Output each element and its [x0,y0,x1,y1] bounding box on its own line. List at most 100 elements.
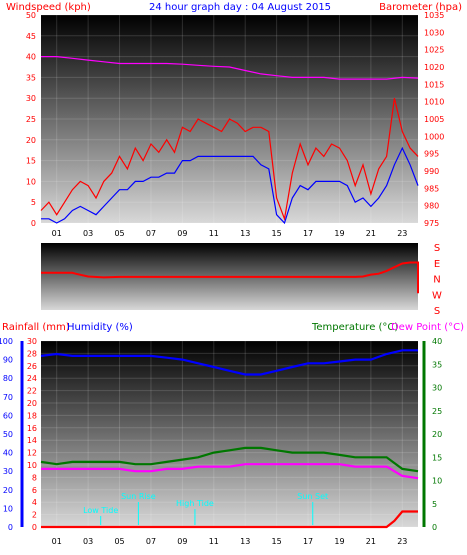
barometer-axis-title: Barometer (hpa) [379,2,462,13]
humidity-tick-label: 30 [3,467,13,476]
humidity-tick-label: 80 [3,374,13,383]
annotation-label: Sun Set [297,492,328,501]
barometer-tick-label: 980 [424,202,439,211]
direction-tick-label: E [434,259,440,270]
hour-tick-label: 19 [334,229,344,238]
annotation-label: High Tide [176,499,214,508]
rainfall-line [41,510,418,529]
humidity-tick-label: 100 [0,337,13,346]
dewpoint-axis-title: Dew Point (°C) [391,322,464,333]
rainfall-tick-label: 6 [32,486,37,495]
humidity-tick-label: 20 [3,486,13,495]
temperature-axis-title: Temperature (°C) [311,322,398,333]
hour-tick-label: 15 [272,537,282,546]
barometer-tick-label: 1035 [424,11,444,20]
humidity-line [40,349,418,376]
windspeed-tick-label: 35 [26,73,36,82]
humidity-axis-title: Humidity (%) [67,322,133,333]
hour-tick-label: 13 [240,229,250,238]
barometer-tick-label: 1010 [424,98,444,107]
rainfall-tick-label: 30 [27,337,37,346]
humidity-tick-label: 60 [3,411,13,420]
windspeed-tick-label: 0 [31,219,36,228]
barometer-tick-label: 1015 [424,80,444,89]
hour-tick-label: 03 [83,537,93,546]
hour-tick-label: 23 [397,537,407,546]
rainfall-tick-label: 24 [27,374,37,383]
hour-tick-label: 13 [240,537,250,546]
rainfall-tick-label: 20 [27,399,37,408]
humidity-tick-label: 90 [3,356,13,365]
humidity-tick-label: 50 [3,430,13,439]
windspeed-axis-title: Windspeed (kph) [6,2,91,13]
temperature-tick-label: 0 [432,523,437,532]
barometer-tick-label: 995 [424,150,439,159]
humidity-tick-label: 0 [8,523,13,532]
hour-tick-label: 05 [114,537,124,546]
annotation-label: Low Tide [83,506,118,515]
hour-tick-label: 11 [209,537,219,546]
hour-tick-label: 21 [366,537,376,546]
barometer-line [41,55,419,80]
windspeed-tick-label: 10 [26,177,36,186]
temperature-tick-label: 30 [432,384,442,393]
hour-tick-label: 01 [52,537,62,546]
rainfall-tick-label: 10 [27,461,37,470]
rainfall-tick-label: 14 [27,436,37,445]
windspeed-tick-label: 30 [26,94,36,103]
rainfall-tick-label: 0 [32,523,37,532]
rainfall-tick-label: 4 [32,498,37,507]
hour-tick-label: 19 [334,537,344,546]
direction-tick-label: W [432,290,442,301]
temperature-tick-label: 20 [432,430,442,439]
wind-gust-line [40,98,419,222]
temperature-tick-label: 25 [432,407,442,416]
wind-average-line [41,146,419,225]
barometer-tick-label: 1025 [424,46,444,55]
graph-title: 24 hour graph day : 04 August 2015 [149,2,331,13]
windspeed-tick-label: 45 [26,32,36,41]
barometer-tick-label: 1000 [424,132,444,141]
humidity-tick-label: 70 [3,393,13,402]
barometer-tick-label: 1005 [424,115,444,124]
temperature-tick-label: 10 [432,477,442,486]
hour-tick-label: 17 [303,229,313,238]
hour-tick-label: 05 [114,229,124,238]
hour-tick-label: 07 [146,229,156,238]
windspeed-tick-label: 40 [26,53,36,62]
rainfall-tick-label: 12 [27,449,37,458]
barometer-tick-label: 1020 [424,63,444,72]
windspeed-tick-label: 50 [26,11,36,20]
humidity-tick-label: 10 [3,504,13,513]
hour-tick-label: 01 [52,229,62,238]
rainfall-axis-title: Rainfall (mm) [2,322,70,333]
barometer-tick-label: 1030 [424,28,444,37]
barometer-tick-label: 975 [424,219,439,228]
hour-tick-label: 09 [177,537,187,546]
rainfall-tick-label: 18 [27,411,37,420]
chart-marks: 0510152025303540455097598098599099510001… [0,11,444,546]
temperature-tick-label: 5 [432,500,437,509]
hour-tick-label: 09 [177,229,187,238]
barometer-tick-label: 990 [424,167,439,176]
rainfall-tick-label: 8 [32,473,37,482]
humidity-temp-plot-area [41,341,418,527]
hour-tick-label: 07 [146,537,156,546]
temperature-tick-label: 40 [432,337,442,346]
windspeed-tick-label: 5 [31,198,36,207]
windspeed-tick-label: 15 [26,157,36,166]
windspeed-tick-label: 25 [26,115,36,124]
hour-tick-label: 15 [272,229,282,238]
hour-tick-label: 03 [83,229,93,238]
rainfall-tick-label: 16 [27,424,37,433]
hour-tick-label: 21 [366,229,376,238]
hour-tick-label: 11 [209,229,219,238]
barometer-tick-label: 985 [424,184,439,193]
dew-point-line [41,463,419,480]
direction-tick-label: N [433,275,440,286]
direction-tick-label: S [434,306,440,317]
humidity-tick-label: 40 [3,449,13,458]
wind-direction-line [41,261,419,294]
